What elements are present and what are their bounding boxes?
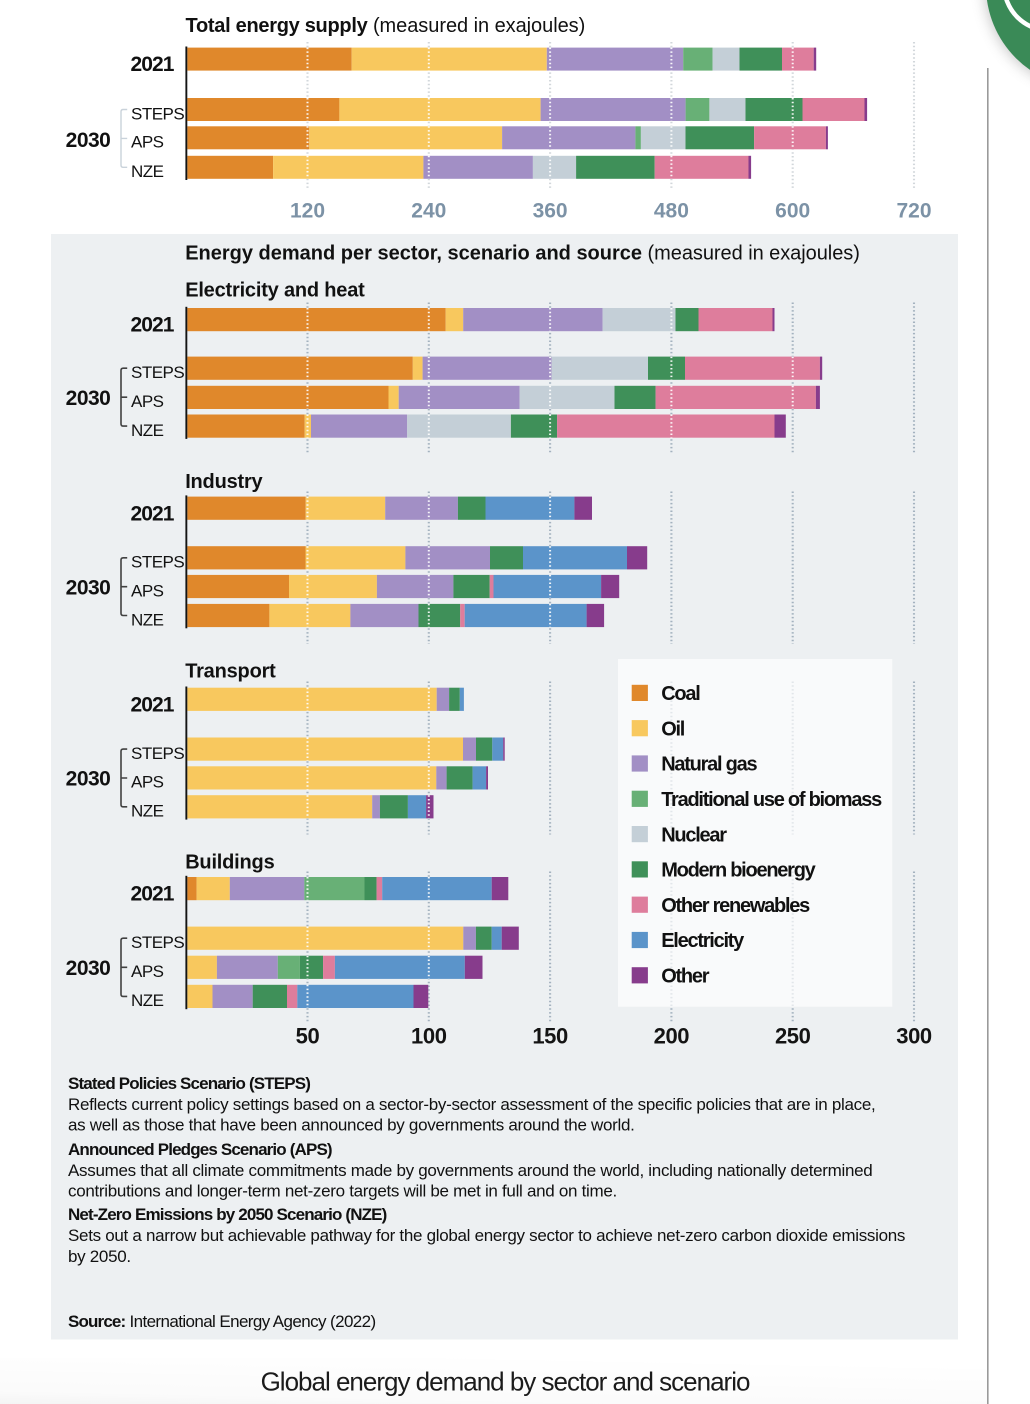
svg-text:NZE: NZE bbox=[131, 991, 164, 1010]
svg-text:Announced Pledges Scenario (AP: Announced Pledges Scenario (APS) bbox=[68, 1140, 332, 1159]
svg-text:2021: 2021 bbox=[131, 883, 175, 906]
svg-text:NZE: NZE bbox=[131, 162, 164, 181]
svg-text:Other renewables: Other renewables bbox=[661, 895, 810, 917]
svg-text:STEPS: STEPS bbox=[131, 104, 184, 123]
svg-text:2030: 2030 bbox=[66, 576, 111, 599]
svg-text:APS: APS bbox=[131, 133, 164, 152]
svg-text:STEPS: STEPS bbox=[131, 933, 184, 952]
svg-text:2021: 2021 bbox=[131, 314, 175, 337]
svg-text:2030: 2030 bbox=[66, 387, 111, 410]
svg-text:100: 100 bbox=[411, 1023, 447, 1048]
svg-text:Traditional use of biomass: Traditional use of biomass bbox=[661, 789, 882, 811]
svg-text:720: 720 bbox=[896, 199, 931, 222]
svg-text:APS: APS bbox=[131, 392, 164, 411]
svg-text:Net-Zero Emissions by 2050 Sce: Net-Zero Emissions by 2050 Scenario (NZE… bbox=[68, 1205, 387, 1224]
svg-text:Modern bioenergy: Modern bioenergy bbox=[661, 860, 816, 882]
svg-text:Source: International Energy A: Source: International Energy Agency (202… bbox=[68, 1312, 376, 1331]
svg-text:contributions and longer-term: contributions and longer-term net-zero t… bbox=[68, 1182, 617, 1201]
svg-text:STEPS: STEPS bbox=[131, 553, 184, 572]
svg-text:NZE: NZE bbox=[131, 802, 164, 821]
svg-text:Reflects current policy settin: Reflects current policy settings based o… bbox=[68, 1095, 875, 1114]
svg-text:Assumes that all climate commi: Assumes that all climate commitments mad… bbox=[68, 1161, 872, 1180]
svg-text:Buildings: Buildings bbox=[185, 851, 274, 873]
svg-text:120: 120 bbox=[290, 199, 325, 222]
svg-text:Oil: Oil bbox=[661, 718, 685, 740]
svg-text:APS: APS bbox=[131, 962, 164, 981]
svg-text:50: 50 bbox=[296, 1023, 320, 1048]
svg-text:APS: APS bbox=[131, 581, 164, 600]
svg-text:600: 600 bbox=[775, 199, 810, 222]
svg-text:300: 300 bbox=[896, 1023, 932, 1048]
svg-text:Industry: Industry bbox=[185, 471, 263, 493]
svg-text:Sets out a narrow but achievab: Sets out a narrow but achievable pathway… bbox=[68, 1226, 905, 1245]
svg-text:Transport: Transport bbox=[185, 661, 276, 683]
svg-text:as well as those that have bee: as well as those that have been announce… bbox=[68, 1116, 635, 1135]
svg-text:2030: 2030 bbox=[66, 768, 111, 791]
svg-text:250: 250 bbox=[775, 1023, 811, 1048]
svg-text:2021: 2021 bbox=[131, 502, 175, 525]
svg-text:NZE: NZE bbox=[131, 610, 164, 629]
svg-text:Natural gas: Natural gas bbox=[661, 754, 757, 776]
svg-text:360: 360 bbox=[533, 199, 568, 222]
svg-text:2030: 2030 bbox=[66, 957, 111, 980]
svg-text:STEPS: STEPS bbox=[131, 744, 184, 763]
svg-text:Electricity: Electricity bbox=[661, 930, 745, 952]
svg-text:2021: 2021 bbox=[131, 53, 175, 76]
svg-text:480: 480 bbox=[654, 199, 689, 222]
svg-text:Coal: Coal bbox=[661, 683, 700, 705]
svg-text:by 2050.: by 2050. bbox=[68, 1247, 131, 1266]
svg-text:Total energy supply (measured: Total energy supply (measured in exajoul… bbox=[186, 15, 586, 37]
svg-text:150: 150 bbox=[532, 1023, 568, 1048]
svg-text:240: 240 bbox=[411, 199, 446, 222]
svg-text:NZE: NZE bbox=[131, 421, 164, 440]
svg-text:STEPS: STEPS bbox=[131, 363, 184, 382]
svg-text:Energy demand per sector, scen: Energy demand per sector, scenario and s… bbox=[185, 243, 860, 265]
svg-text:2030: 2030 bbox=[66, 129, 111, 152]
svg-text:2021: 2021 bbox=[131, 693, 175, 716]
svg-text:Nuclear: Nuclear bbox=[661, 824, 727, 846]
svg-text:Electricity and heat: Electricity and heat bbox=[185, 280, 365, 302]
svg-text:Stated Policies Scenario (STEP: Stated Policies Scenario (STEPS) bbox=[68, 1074, 310, 1093]
svg-text:Other: Other bbox=[661, 966, 710, 988]
svg-text:200: 200 bbox=[654, 1023, 690, 1048]
svg-text:APS: APS bbox=[131, 773, 164, 792]
